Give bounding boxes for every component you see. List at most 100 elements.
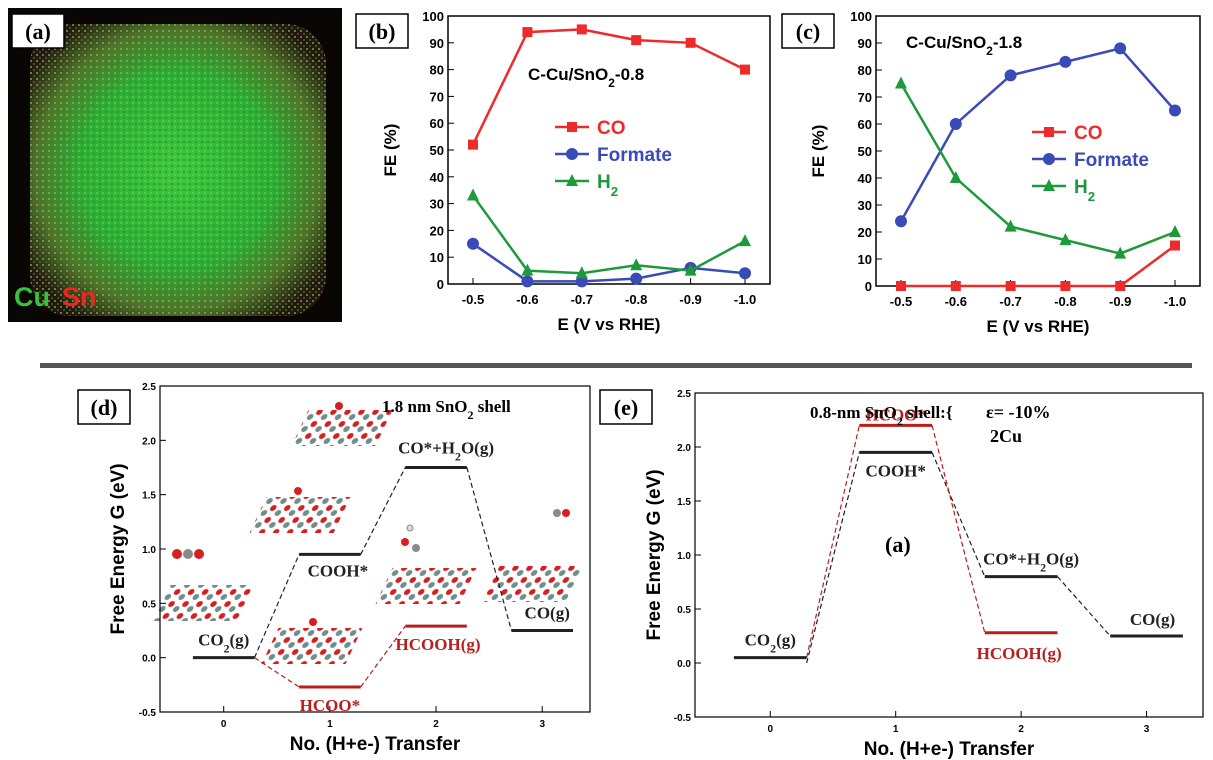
- plot-frame: [694, 392, 1204, 718]
- level-label-part: HCOO*: [300, 696, 360, 715]
- panel-label: (d): [91, 395, 118, 420]
- connector-COOH* pathway: [253, 467, 513, 658]
- y-tick-label: 2.5: [142, 382, 156, 393]
- series-line-CO: [901, 244, 1176, 288]
- level-label: CO(g): [1130, 610, 1175, 629]
- level-label-part: HCOOH(g): [977, 644, 1062, 663]
- x-tick-label: -0.5: [890, 294, 912, 309]
- x-tick-label: -0.7: [999, 294, 1021, 309]
- chart-title-subscript: 2: [986, 44, 993, 58]
- plot-frame: [875, 15, 1201, 287]
- level-label-part: CO*+H: [983, 550, 1040, 569]
- molecule-atom: [183, 549, 193, 559]
- panel-label-box: [77, 389, 131, 425]
- x-tick-label: -0.6: [945, 294, 967, 309]
- data-point-CO: [740, 64, 750, 75]
- level-label: HCOOH(g): [396, 635, 481, 654]
- x-tick-label: -1.0: [734, 292, 756, 307]
- chart-d: -0.5 0.0 0.5 1.0 1.5 2.0 2.5 0 1 2 3 No. (H+e-) Tra…: [77, 382, 591, 755]
- panel-label: (e): [614, 395, 638, 420]
- chart-title: 0.8-nm SnO2 shell:{: [810, 403, 953, 428]
- y-tick-label: 20: [430, 223, 444, 238]
- x-tick-label: 3: [1144, 724, 1150, 735]
- data-point-CO: [631, 35, 642, 46]
- y-tick-label: 80: [430, 63, 444, 78]
- connector-HCOO* pathway: [254, 625, 406, 688]
- level-label: HCOO*: [300, 696, 360, 715]
- molecule-atom: [172, 549, 182, 559]
- connector-HCOO* pathway: [806, 425, 986, 658]
- data-point-Formate: [895, 215, 907, 228]
- level-label-part: HCOOH(g): [396, 635, 481, 654]
- x-axis-label: No. (H+e-) Transfer: [864, 739, 1035, 760]
- y-tick-label: 100: [422, 9, 444, 24]
- panel-a-map-texture: [30, 24, 326, 316]
- level-label-subscript: 2: [455, 450, 461, 464]
- data-point-Formate: [575, 275, 588, 288]
- level-label-subscript: 2: [224, 642, 230, 656]
- level-label-part: CO: [745, 631, 771, 650]
- x-tick-label: 0: [221, 719, 227, 730]
- chart-c: 0 10 20 30 40 50 60 70 80 90 100 -0.5 -0.6 -0.7 -0.8 -0…: [781, 9, 1201, 336]
- legend-marker-H2: [1043, 179, 1055, 191]
- molecule-atom: [553, 509, 561, 517]
- data-point-CO: [1005, 281, 1016, 291]
- data-point-H2: [1114, 246, 1127, 259]
- series-line-H2: [899, 82, 1176, 255]
- legend-entry-part: H: [1074, 177, 1088, 198]
- x-tick-label: 1: [893, 724, 899, 735]
- chart-title-part: C-Cu/SnO: [906, 33, 986, 52]
- y-tick-label: -0.5: [674, 713, 692, 724]
- connector-COOH* pathway: [806, 452, 1111, 664]
- chart-title-strain: ε= -10%: [986, 402, 1050, 422]
- data-point-CO: [1115, 281, 1126, 291]
- level-label: CO*+H2O(g): [983, 550, 1079, 575]
- chart-title-part: shell: [473, 397, 511, 416]
- level-label-part: (g): [230, 631, 250, 650]
- level-label-part: CO*+H: [398, 439, 455, 458]
- data-point-CO: [1060, 281, 1071, 291]
- level-label: CO2(g): [745, 631, 796, 656]
- level-label-part: HCOO*: [865, 405, 925, 424]
- data-point-H2: [1004, 219, 1017, 232]
- x-tick-label: -0.5: [462, 292, 484, 307]
- data-point-H2: [684, 263, 697, 276]
- legend-entry-subscript: 2: [1088, 189, 1095, 204]
- legend-entry: CO: [597, 118, 626, 139]
- chart-title: C-Cu/SnO2-0.8: [528, 65, 644, 90]
- y-tick-label: 0: [437, 277, 444, 292]
- panel-label-box: [599, 389, 653, 425]
- legend-entry: Formate: [597, 145, 672, 166]
- x-tick-label: -1.0: [1164, 294, 1186, 309]
- legend-entry: H2: [1074, 177, 1095, 204]
- chart-title-composition: 2Cu: [990, 426, 1022, 446]
- data-point-CO: [468, 139, 478, 150]
- data-point-Formate: [739, 267, 751, 280]
- y-tick-label: 30: [430, 197, 444, 212]
- data-point-Formate: [1004, 69, 1017, 82]
- y-axis-label: Free Energy G (eV): [108, 463, 129, 634]
- series-line-H2: [471, 194, 746, 275]
- legend-entry-part: H: [597, 172, 611, 193]
- y-tick-label: 2.0: [677, 443, 691, 454]
- data-point-H2: [949, 171, 962, 183]
- y-tick-label: 1.0: [142, 545, 156, 556]
- y-tick-label: -0.5: [139, 708, 157, 719]
- y-tick-label: 2.5: [677, 389, 691, 400]
- chart-title-part: 1.8 nm SnO: [382, 397, 468, 416]
- chart-title-part: -1.8: [993, 33, 1022, 52]
- y-tick-label: 90: [430, 36, 444, 51]
- chart-title-subscript: 2: [897, 414, 903, 428]
- x-tick-label: -0.8: [1054, 294, 1076, 309]
- x-tick-label: 2: [1018, 724, 1024, 735]
- section-divider: [40, 363, 1192, 368]
- data-point-CO: [576, 24, 587, 35]
- y-tick-label: 1.5: [677, 497, 691, 508]
- level-label-part: O(g): [461, 439, 494, 458]
- data-point-CO: [1170, 240, 1180, 251]
- data-point-Formate: [1114, 42, 1127, 55]
- data-point-H2: [1059, 233, 1072, 246]
- structure-slab: [153, 585, 255, 621]
- y-tick-label: 50: [858, 144, 872, 159]
- x-tick-label: 0: [767, 724, 773, 735]
